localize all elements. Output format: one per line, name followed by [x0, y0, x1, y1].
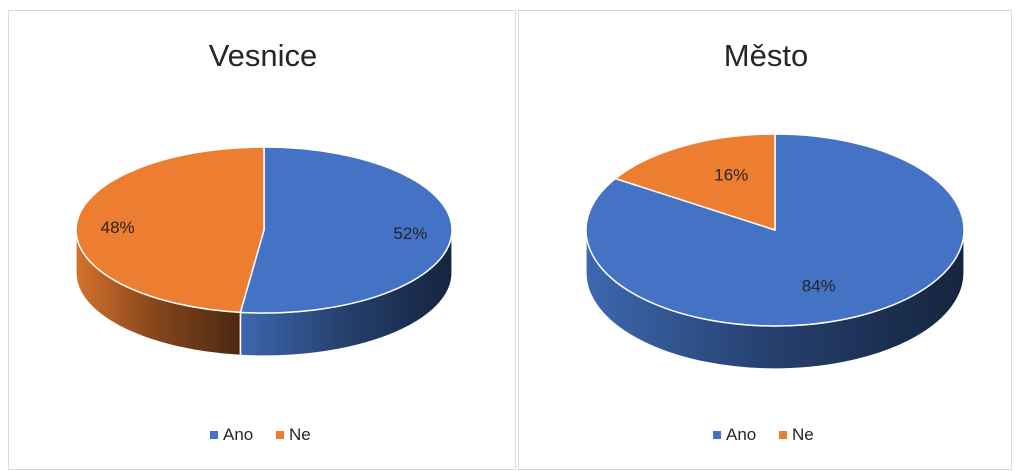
legend: Ano Ne: [210, 425, 311, 444]
chart-title: Vesnice: [209, 38, 318, 73]
legend-swatch-ne: [779, 431, 787, 439]
data-label-ne: 48%: [101, 218, 135, 237]
legend-label-ne: Ne: [792, 425, 814, 444]
slice-ne: [75, 146, 265, 314]
legend: Ano Ne: [713, 425, 814, 444]
slice-ano: [239, 146, 453, 314]
pie-chart-vesnice: Vesnice 52% 48% Ano Ne: [75, 38, 453, 444]
pie-chart-mesto: Město 84% 16% Ano Ne: [585, 38, 965, 444]
chart-panel-mesto: Město 84% 16% Ano Ne: [518, 10, 1012, 470]
slice-ne: [614, 133, 776, 231]
data-label-ano: 52%: [393, 224, 427, 243]
legend-label-ano: Ano: [223, 425, 253, 444]
legend-swatch-ano: [210, 431, 218, 439]
legend-label-ne: Ne: [289, 425, 311, 444]
legend-swatch-ne: [276, 431, 284, 439]
chart-panel-vesnice: Vesnice 52% 48% Ano Ne: [8, 10, 516, 470]
legend-swatch-ano: [713, 431, 721, 439]
chart-title: Město: [724, 38, 808, 73]
data-label-ano: 84%: [802, 277, 836, 296]
legend-label-ano: Ano: [726, 425, 756, 444]
data-label-ne: 16%: [714, 165, 748, 184]
